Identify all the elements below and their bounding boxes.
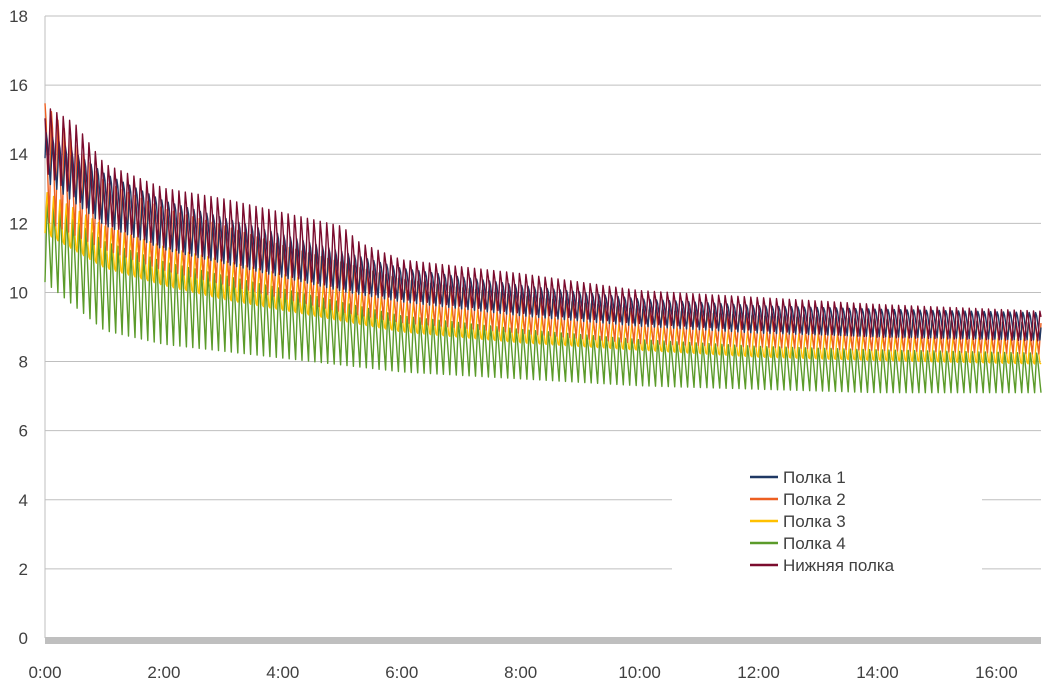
legend-entry-label: Полка 3: [783, 512, 846, 531]
y-tick-label: 18: [9, 7, 28, 26]
y-tick-label: 14: [9, 145, 28, 164]
legend-entry-label: Полка 1: [783, 468, 846, 487]
legend-entry-label: Полка 2: [783, 490, 846, 509]
y-tick-label: 16: [9, 76, 28, 95]
series-line: [44, 200, 1042, 394]
series-layer: [44, 103, 1042, 394]
y-tick-label: 12: [9, 214, 28, 233]
y-tick-label: 2: [19, 560, 28, 579]
x-tick-label: 6:00: [385, 663, 418, 682]
x-tick-label: 14:00: [856, 663, 899, 682]
x-tick-label: 2:00: [147, 663, 180, 682]
y-tick-label: 4: [19, 491, 28, 510]
y-tick-label: 6: [19, 422, 28, 441]
legend-entry-label: Полка 4: [783, 534, 846, 553]
x-tick-label: 12:00: [737, 663, 780, 682]
x-tick-label: 0:00: [28, 663, 61, 682]
legend-entry-label: Нижняя полка: [783, 556, 895, 575]
legend-background: [672, 458, 982, 580]
y-tick-label: 10: [9, 283, 28, 302]
series-line: [44, 131, 1042, 341]
x-tick-label: 8:00: [504, 663, 537, 682]
axes: 0 2 4 6 8 10 12 14 16 18 0:00 2:00 4:00 6:00 8:00 10:00…: [9, 7, 1041, 682]
series-line: [44, 108, 1042, 342]
legend: Полка 1 Полка 2 Полка 3 Полка 4 Нижняя полка: [750, 468, 895, 575]
x-axis-bar: [45, 637, 1041, 644]
gridlines: [44, 15, 1041, 638]
x-tick-label: 16:00: [975, 663, 1018, 682]
y-tick-label: 0: [19, 629, 28, 648]
x-tick-label: 10:00: [618, 663, 661, 682]
x-tick-label: 4:00: [266, 663, 299, 682]
y-tick-label: 8: [19, 353, 28, 372]
